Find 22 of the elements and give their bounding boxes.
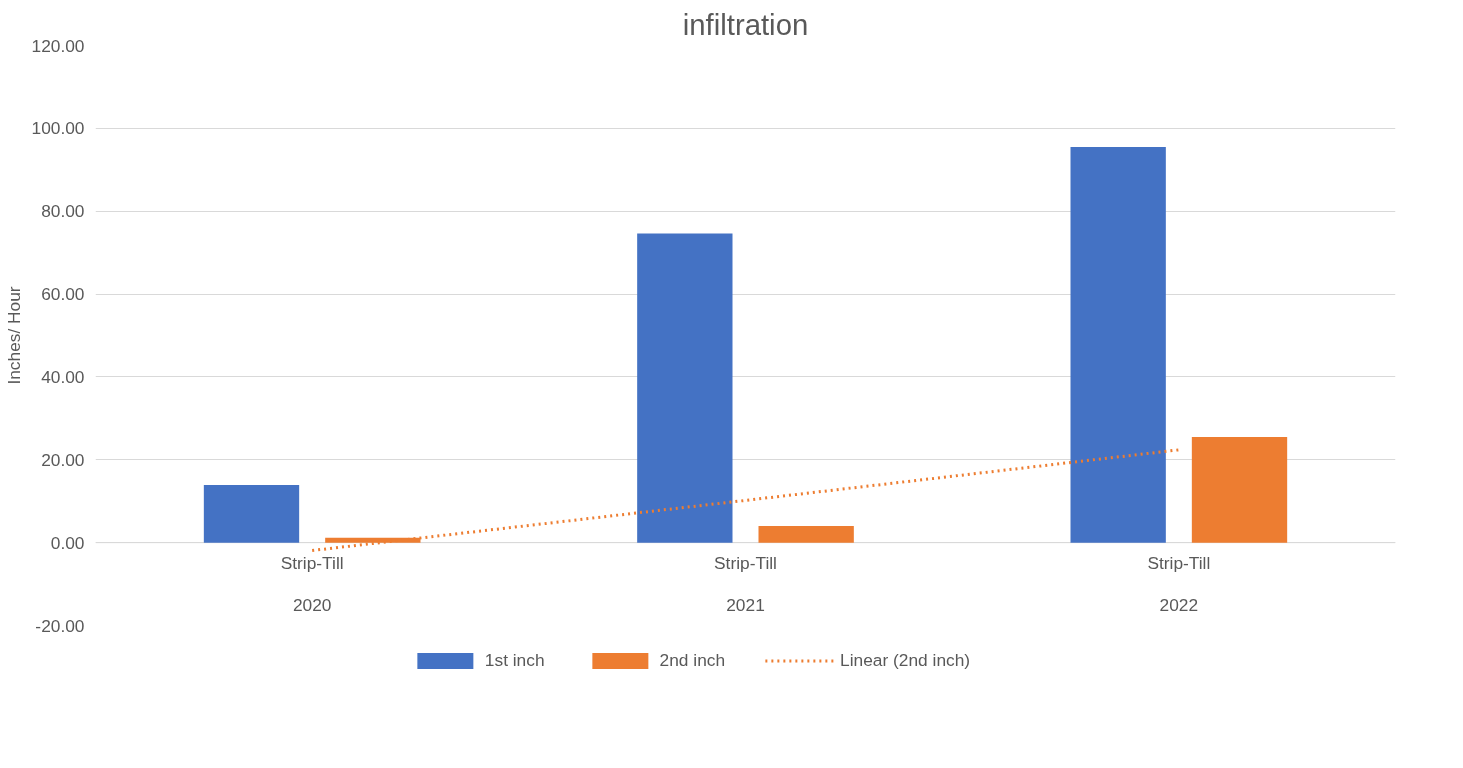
- y-tick-label: 100.00: [31, 118, 85, 139]
- y-tick-label: 20.00: [41, 449, 85, 470]
- bar: [1191, 437, 1288, 543]
- y-tick-label: 40.00: [41, 366, 85, 387]
- bar: [637, 233, 733, 543]
- category-label: Strip-Till 2020: [280, 553, 344, 615]
- category-label: Strip-Till 2022: [1147, 553, 1211, 615]
- legend-label: 2nd inch: [659, 649, 726, 671]
- chart-title: infiltration: [682, 7, 809, 41]
- legend-label: 1st inch: [484, 649, 545, 671]
- bar: [1070, 147, 1166, 543]
- bar: [758, 526, 854, 543]
- y-tick-label: 80.00: [41, 201, 85, 222]
- category-label: Strip-Till 2021: [714, 553, 777, 615]
- y-tick-label: 60.00: [41, 284, 85, 305]
- y-tick-label: 120.00: [31, 35, 85, 56]
- y-tick-label: 0.00: [50, 532, 85, 553]
- legend-label: Linear (2nd inch): [840, 649, 971, 671]
- y-tick-label: -20.00: [35, 615, 85, 636]
- bar: [203, 485, 300, 543]
- y-axis-title: Inches/ Hour: [3, 286, 24, 385]
- bar: [325, 537, 421, 543]
